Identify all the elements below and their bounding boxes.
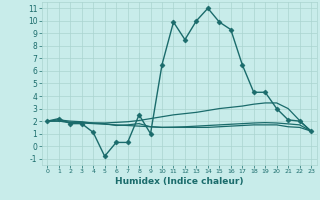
X-axis label: Humidex (Indice chaleur): Humidex (Indice chaleur) — [115, 177, 244, 186]
